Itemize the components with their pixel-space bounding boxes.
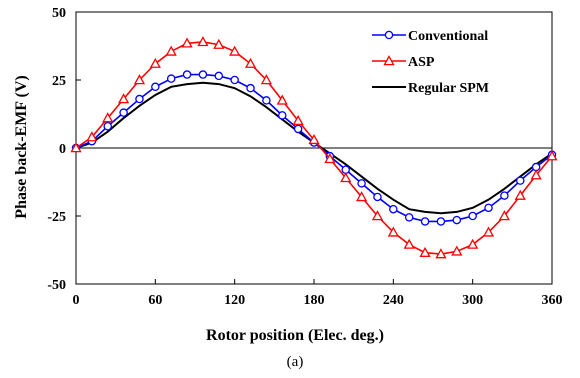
y-tick-label: 50 xyxy=(52,6,66,21)
asp-point xyxy=(467,238,479,249)
conventional-point xyxy=(452,215,462,225)
conventional-point xyxy=(198,70,208,79)
asp-point xyxy=(324,153,336,164)
conventional-point xyxy=(357,179,366,188)
plot-frame xyxy=(75,11,553,285)
legend-item-asp: ASP xyxy=(372,55,435,70)
conventional-point xyxy=(484,203,493,213)
asp-point xyxy=(482,226,495,237)
asp-point xyxy=(546,150,558,161)
asp-point xyxy=(498,210,511,221)
conventional-point xyxy=(135,94,144,104)
series-conventional xyxy=(71,70,557,226)
x-tick-label: 360 xyxy=(542,293,563,308)
legend-label: Conventional xyxy=(408,29,488,44)
asp-point xyxy=(213,38,225,49)
asp-point xyxy=(102,112,114,123)
asp-point xyxy=(419,246,431,257)
y-tick-label: -25 xyxy=(47,210,66,225)
legend-label: ASP xyxy=(408,55,435,70)
asp-point xyxy=(340,172,352,183)
legend-item-conventional: Conventional xyxy=(372,29,488,44)
conventional-point xyxy=(468,211,477,221)
y-tick-label: -50 xyxy=(47,278,66,293)
series-asp xyxy=(70,36,558,259)
conventional-point xyxy=(103,121,112,131)
asp-point xyxy=(181,37,193,48)
ticks: 0 60 120 180 240 300 360 50 25 0 -25 -50 xyxy=(47,6,562,308)
x-tick-label: 60 xyxy=(148,293,162,308)
asp-point xyxy=(165,45,177,56)
conventional-point xyxy=(151,82,160,92)
asp-point xyxy=(514,189,526,200)
x-tick-label: 0 xyxy=(73,293,80,308)
conventional-point xyxy=(420,217,430,226)
conventional-point xyxy=(182,70,192,79)
asp-point xyxy=(260,74,273,85)
conventional-point xyxy=(246,83,255,93)
asp-point xyxy=(530,169,542,180)
conventional-point xyxy=(278,111,287,120)
asp-point xyxy=(86,131,98,142)
legend-label: Regular SPM xyxy=(408,81,489,96)
asp-point xyxy=(229,45,241,56)
asp-point xyxy=(117,93,130,104)
asp-point xyxy=(387,226,399,237)
asp-point xyxy=(133,74,146,85)
legend-marker xyxy=(384,30,394,40)
y-tick-label: 0 xyxy=(59,142,66,157)
x-tick-label: 180 xyxy=(304,293,325,308)
y-axis-title: Phase back-EMF (V) xyxy=(13,75,30,218)
series-layer xyxy=(70,36,558,259)
asp-point xyxy=(435,248,447,259)
x-tick-label: 240 xyxy=(383,293,404,308)
x-tick-label: 300 xyxy=(462,293,483,308)
asp-point xyxy=(276,94,288,105)
asp-point xyxy=(292,114,304,126)
conventional-point xyxy=(214,71,224,81)
legend: Conventional ASP Regular SPM xyxy=(372,29,489,96)
conventional-point xyxy=(389,204,398,214)
conventional-point xyxy=(119,108,128,117)
x-axis-title: Rotor position (Elec. deg.) xyxy=(206,327,384,344)
y-tick-label: 25 xyxy=(52,74,66,89)
conventional-point xyxy=(293,124,303,134)
asp-point xyxy=(371,210,384,221)
conventional-point xyxy=(516,176,525,185)
legend-marker xyxy=(383,55,395,66)
conventional-point xyxy=(262,96,271,105)
asp-point xyxy=(149,57,161,68)
x-tick-label: 120 xyxy=(224,293,245,308)
legend-item-regular-spm: Regular SPM xyxy=(372,81,489,96)
conventional-point xyxy=(500,191,509,200)
asp-point xyxy=(355,191,368,202)
conventional-point xyxy=(436,217,446,226)
figure-caption: (a) xyxy=(287,354,304,370)
asp-point xyxy=(70,142,82,153)
asp-point xyxy=(244,57,257,68)
asp-point xyxy=(308,134,320,145)
conventional-point xyxy=(166,74,176,83)
conventional-point xyxy=(230,75,239,85)
conventional-point xyxy=(373,192,382,202)
asp-point xyxy=(451,245,463,256)
asp-point xyxy=(403,238,415,249)
asp-point xyxy=(197,36,209,47)
conventional-point xyxy=(404,213,414,222)
